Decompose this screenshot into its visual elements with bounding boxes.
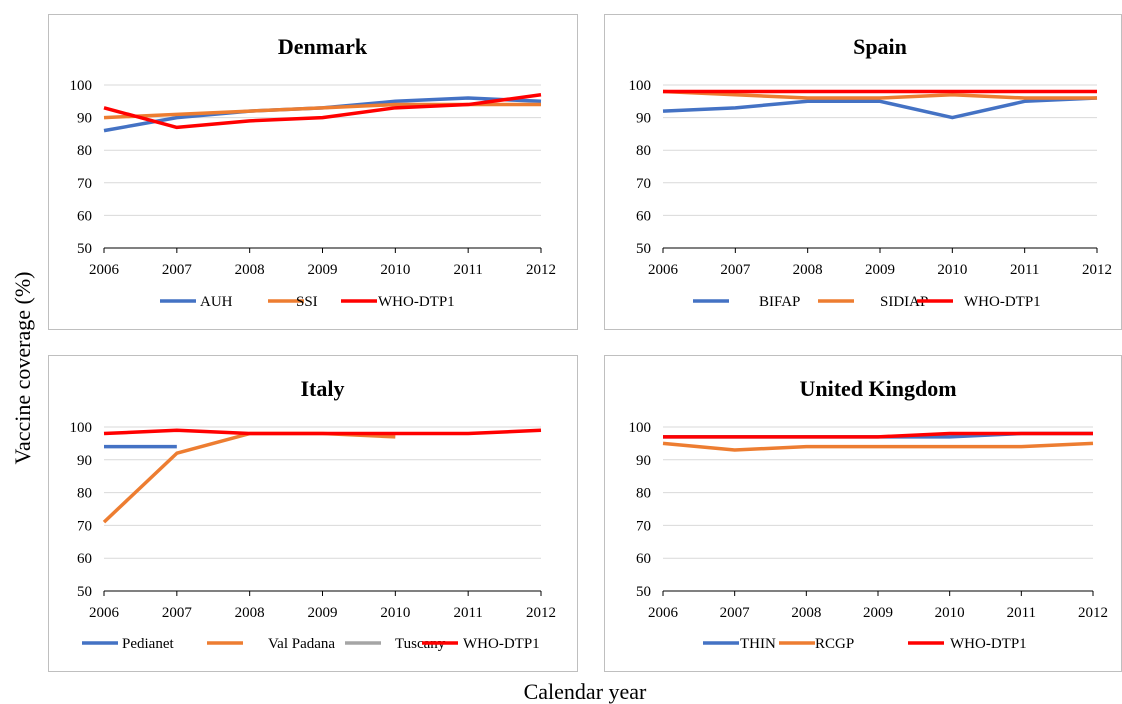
- y-tick-label: 50: [77, 241, 92, 257]
- y-tick-label: 60: [77, 551, 92, 567]
- y-tick-label: 70: [636, 176, 651, 192]
- y-tick-label: 100: [70, 78, 93, 94]
- y-tick-label: 70: [636, 518, 651, 534]
- legend-label: SIDIAP: [880, 294, 928, 310]
- x-tick-label: 2007: [162, 605, 193, 621]
- x-tick-label: 2012: [1082, 262, 1112, 278]
- chart-panel-denmark: Denmark 50 60 70 80 90 100 2006 2007 2008 2009 2010…: [48, 14, 578, 330]
- x-tick-label: 2006: [648, 605, 679, 621]
- x-tick-label: 2011: [453, 262, 482, 278]
- y-tick-label: 60: [636, 208, 651, 224]
- y-tick-label: 50: [77, 584, 92, 600]
- y-tick-label: 50: [636, 584, 651, 600]
- chart-title: Italy: [301, 376, 345, 401]
- y-tick-label: 90: [636, 111, 651, 127]
- x-tick-label: 2008: [791, 605, 821, 621]
- y-tick-label: 50: [636, 241, 651, 257]
- x-tick-label: 2011: [1007, 605, 1036, 621]
- x-tick-label: 2008: [235, 605, 265, 621]
- series-line-rcgp: [662, 441, 1094, 452]
- x-tick-label: 2008: [235, 262, 265, 278]
- x-tick-label: 2009: [308, 262, 338, 278]
- x-tick-label: 2010: [380, 605, 410, 621]
- y-axis-title: Vaccine coverage (%): [10, 272, 35, 465]
- x-tick-label: 2009: [863, 605, 893, 621]
- chart-panel-united-kingdom: United Kingdom 50 60 70 80 90 100 2006 2007 2008 2…: [604, 355, 1122, 672]
- chart-panel-spain: Spain 50 60 70 80 90 100 2006 2007 2008 2009 2010 20…: [604, 14, 1122, 330]
- chart-frame: [48, 14, 578, 330]
- series-line-who-dtp1: [663, 431, 1093, 439]
- chart-panel-italy: Italy 50 60 70 80 90 100 2006 2007 2008 2009 2010 20…: [48, 355, 578, 672]
- x-tick-label: 2012: [526, 262, 556, 278]
- legend-label: AUH: [200, 294, 233, 310]
- y-tick-label: 90: [77, 111, 92, 127]
- legend-label: BIFAP: [759, 294, 800, 310]
- x-tick-label: 2006: [89, 605, 120, 621]
- y-tick-label: 100: [70, 420, 93, 436]
- x-tick-label: 2012: [526, 605, 556, 621]
- x-tick-label: 2007: [162, 262, 193, 278]
- legend-label: THIN: [740, 636, 776, 652]
- chart-frame: [604, 355, 1122, 672]
- x-tick-label: 2007: [720, 262, 751, 278]
- legend-label: RCGP: [815, 636, 854, 652]
- x-tick-label: 2010: [935, 605, 965, 621]
- y-tick-label: 90: [77, 453, 92, 469]
- x-axis-title: Calendar year: [524, 679, 647, 704]
- legend-label: WHO-DTP1: [964, 294, 1041, 310]
- x-tick-label: 2011: [1010, 262, 1039, 278]
- x-tick-label: 2007: [720, 605, 751, 621]
- y-tick-label: 60: [77, 208, 92, 224]
- y-tick-label: 70: [77, 518, 92, 534]
- y-tick-label: 100: [629, 78, 652, 94]
- y-tick-label: 80: [77, 143, 92, 159]
- legend-label: Tuscany: [395, 636, 446, 652]
- legend-label: WHO-DTP1: [463, 636, 540, 652]
- x-tick-label: 2006: [648, 262, 679, 278]
- legend-label: WHO-DTP1: [378, 294, 455, 310]
- y-tick-label: 90: [636, 453, 651, 469]
- x-tick-label: 2011: [453, 605, 482, 621]
- x-tick-label: 2006: [89, 262, 120, 278]
- y-tick-label: 80: [636, 143, 651, 159]
- legend-label: WHO-DTP1: [950, 636, 1027, 652]
- y-tick-label: 80: [77, 486, 92, 502]
- legend-label: Val Padana: [268, 636, 335, 652]
- chart-title: Denmark: [278, 34, 368, 59]
- y-tick-label: 70: [77, 176, 92, 192]
- x-tick-label: 2012: [1078, 605, 1108, 621]
- series-line-who-dtp1: [103, 93, 542, 130]
- legend-label: Pedianet: [122, 636, 174, 652]
- chart-frame: [48, 355, 578, 672]
- chart-frame: [604, 14, 1122, 330]
- x-tick-label: 2009: [865, 262, 895, 278]
- chart-title: Spain: [853, 34, 907, 59]
- x-tick-label: 2010: [380, 262, 410, 278]
- series-line-sidiap: [662, 89, 1097, 100]
- series-line-bifap: [662, 96, 1098, 120]
- series-line-who-dtp1: [103, 428, 542, 436]
- y-tick-label: 80: [636, 486, 651, 502]
- y-tick-label: 100: [629, 420, 652, 436]
- x-tick-label: 2008: [793, 262, 823, 278]
- y-tick-label: 60: [636, 551, 651, 567]
- x-tick-label: 2009: [308, 605, 338, 621]
- chart-title: United Kingdom: [799, 376, 956, 401]
- x-tick-label: 2010: [937, 262, 967, 278]
- legend-label: SSI: [296, 294, 318, 310]
